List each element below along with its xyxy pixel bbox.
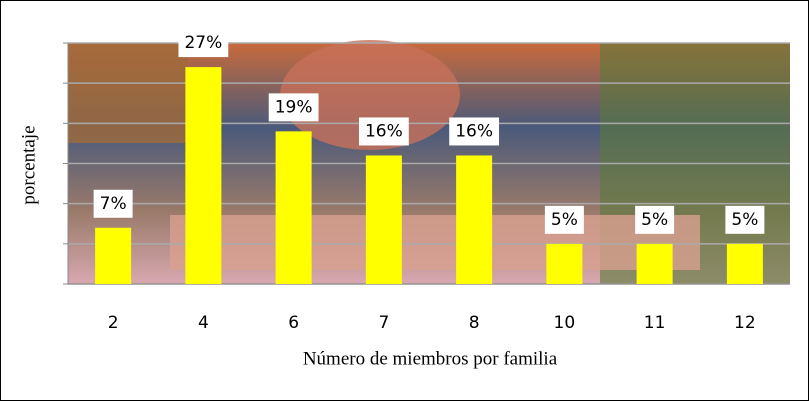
- x-tick-label: 7: [378, 313, 389, 333]
- value-label: 7%: [100, 194, 127, 214]
- x-tick-label: 2: [108, 313, 119, 333]
- value-label: 27%: [184, 33, 222, 53]
- value-label-box: [725, 205, 765, 234]
- bar: [636, 243, 673, 284]
- bar: [95, 227, 132, 284]
- value-label-box: [358, 117, 409, 146]
- x-tick-label: 11: [644, 313, 666, 333]
- x-axis-title: Número de miembros por familia: [303, 348, 558, 369]
- value-label-box: [93, 189, 133, 218]
- value-label: 5%: [551, 210, 578, 230]
- y-axis-title: porcentaje: [18, 125, 39, 204]
- x-tick-label: 6: [288, 313, 299, 333]
- value-label-box: [449, 117, 500, 146]
- bar: [185, 67, 222, 284]
- value-label-box: [178, 29, 229, 58]
- value-label: 5%: [641, 210, 668, 230]
- value-label-box: [268, 93, 319, 122]
- background-photo: [68, 40, 790, 284]
- x-tick-label: 12: [734, 313, 756, 333]
- value-label-box: [544, 205, 584, 234]
- bar: [726, 243, 763, 284]
- x-tick-label: 4: [198, 313, 209, 333]
- x-tick-label: 8: [469, 313, 480, 333]
- value-label: 16%: [455, 121, 493, 141]
- bar: [546, 243, 583, 284]
- value-label: 19%: [275, 97, 313, 117]
- value-label: 16%: [365, 121, 403, 141]
- bar: [365, 155, 402, 284]
- bar: [275, 131, 312, 284]
- bar: [456, 155, 493, 284]
- value-label-box: [635, 205, 675, 234]
- x-tick-label: 10: [554, 313, 576, 333]
- value-label: 5%: [731, 210, 758, 230]
